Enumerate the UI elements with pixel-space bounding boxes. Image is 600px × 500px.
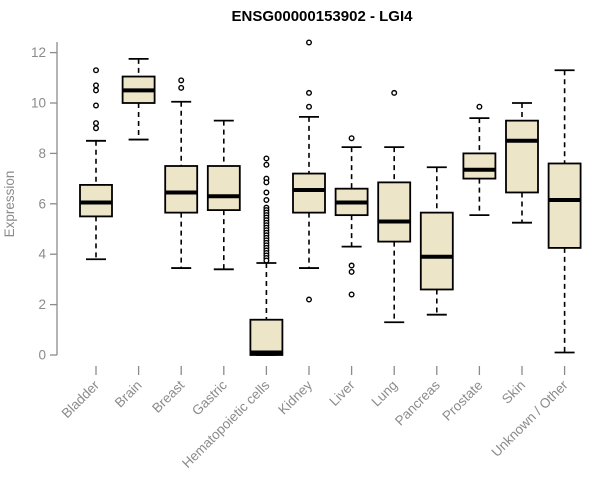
x-tick-label-liver: Liver <box>326 377 358 409</box>
y-tick-label: 2 <box>38 297 46 312</box>
outlier-point <box>92 87 99 94</box>
iqr-box <box>377 181 412 243</box>
y-tick-label: 6 <box>38 196 46 211</box>
y-tick-label: 10 <box>31 96 46 111</box>
outlier-point <box>348 262 355 269</box>
x-tick-label-unknown-other: Unknown / Other <box>488 377 571 460</box>
outlier-point <box>348 291 355 298</box>
y-axis-label: Expression <box>2 171 17 238</box>
outlier-point <box>263 197 270 204</box>
x-tick-label-gastric: Gastric <box>189 377 230 418</box>
outlier-point <box>263 189 270 196</box>
box-hematopoietic-cells <box>249 155 284 356</box>
iqr-box <box>164 165 199 214</box>
x-tick-label-brain: Brain <box>112 378 145 411</box>
outlier-point <box>92 67 99 74</box>
outlier-point <box>92 102 99 109</box>
box-bladder <box>79 67 113 261</box>
outlier-point <box>306 296 313 303</box>
iqr-box <box>462 152 497 180</box>
y-tick-label: 4 <box>38 247 46 262</box>
box-brain <box>121 58 156 141</box>
outlier-point <box>476 103 483 110</box>
y-tick-label: 12 <box>31 45 46 60</box>
outlier-point <box>263 257 270 264</box>
iqr-box <box>292 172 326 214</box>
x-tick-label-kidney: Kidney <box>275 377 315 417</box>
outlier-point <box>391 89 398 96</box>
outlier-point <box>178 77 185 84</box>
y-tick-label: 8 <box>38 146 46 161</box>
outlier-point <box>348 268 355 275</box>
boxes-layer <box>79 39 582 356</box>
x-tick-label-skin: Skin <box>499 378 528 407</box>
box-kidney <box>292 39 326 303</box>
x-tick-label-bladder: Bladder <box>59 377 103 421</box>
iqr-box <box>249 318 284 356</box>
iqr-box <box>419 211 454 291</box>
box-pancreas <box>419 166 454 316</box>
box-gastric <box>206 119 241 271</box>
outlier-point <box>92 120 99 127</box>
x-tick-label-pancreas: Pancreas <box>392 377 443 428</box>
outlier-point <box>263 179 270 186</box>
outlier-point <box>92 82 99 89</box>
outlier-point <box>178 84 185 91</box>
outlier-point <box>92 125 99 132</box>
chart-title: ENSG00000153902 - LGI4 <box>232 8 414 25</box>
box-skin <box>505 102 539 224</box>
y-tick-label: 0 <box>38 348 46 363</box>
box-lung <box>377 89 412 324</box>
outlier-point <box>263 155 270 162</box>
x-tick-label-lung: Lung <box>368 378 400 410</box>
box-liver <box>334 135 369 298</box>
outlier-point <box>348 135 355 142</box>
iqr-box <box>505 119 539 194</box>
outlier-point <box>263 161 270 168</box>
box-prostate <box>462 103 497 217</box>
outlier-point <box>306 89 313 96</box>
outlier-point <box>306 39 313 46</box>
box-breast <box>164 77 199 269</box>
x-tick-label-breast: Breast <box>149 377 187 415</box>
outlier-point <box>306 103 313 110</box>
iqr-box <box>547 162 582 249</box>
iqr-box <box>206 165 241 211</box>
x-tick-label-prostate: Prostate <box>439 378 485 424</box>
box-unknown-other <box>547 69 582 354</box>
